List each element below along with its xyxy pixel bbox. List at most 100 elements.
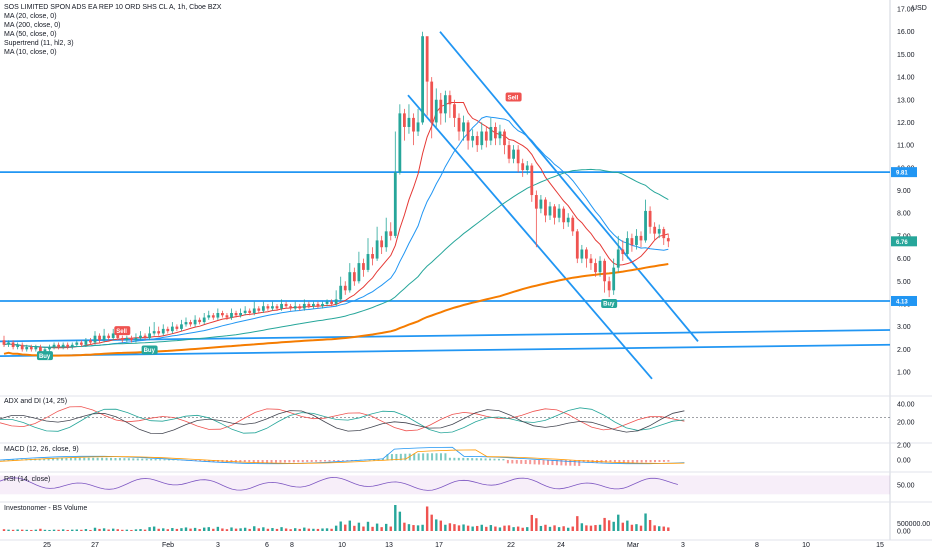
indicator-ma200[interactable]: MA (200, close, 0) — [4, 22, 61, 29]
candle-body — [534, 195, 538, 209]
time-tick-label: 17 — [435, 542, 443, 549]
candle-body — [625, 238, 629, 255]
indicator-ma10[interactable]: MA (10, close, 0) — [4, 49, 57, 56]
price-tick-label: 2.00 — [897, 347, 911, 354]
macd-bar — [292, 460, 295, 463]
macd-bar — [502, 458, 505, 461]
volume-bar — [162, 528, 165, 531]
candle-body — [93, 335, 97, 343]
macd-bar — [56, 458, 59, 461]
candle-body — [544, 199, 547, 216]
macd-bar — [515, 460, 518, 464]
macd-bar — [7, 459, 10, 461]
candle-body — [325, 301, 329, 304]
indicator-ma50[interactable]: MA (50, close, 0) — [4, 31, 57, 38]
candle-body — [666, 238, 670, 242]
price-tick-label: 14.00 — [897, 75, 915, 82]
candle-body — [421, 36, 424, 123]
macd-bar — [618, 460, 621, 463]
candle-body — [580, 249, 584, 259]
macd-bar — [38, 458, 41, 461]
price-tick-label: 11.00 — [897, 143, 914, 150]
volume-bar — [557, 527, 561, 531]
candle-body — [389, 231, 393, 236]
volume-bar — [498, 527, 502, 531]
trend-line — [407, 94, 653, 380]
time-tick-label: 6 — [265, 542, 269, 549]
time-tick-label: 8 — [290, 542, 294, 549]
volume-bar — [21, 529, 24, 531]
candle-body — [261, 306, 265, 311]
macd-bar — [444, 453, 447, 461]
candle-body — [393, 172, 397, 236]
candle-body — [480, 131, 484, 146]
candle-body — [25, 347, 29, 350]
volume-bar — [52, 529, 56, 531]
macd-bar — [248, 460, 251, 463]
ma20-line — [3, 115, 669, 348]
candle-body — [612, 267, 616, 291]
chart-legend: SOS LIMITED SPON ADS EA REP 10 ORD SHS C… — [4, 3, 221, 57]
candle-body — [403, 113, 406, 127]
volume-bar — [371, 526, 374, 531]
volume-bar — [403, 522, 406, 531]
candle-body — [607, 281, 611, 291]
candle-body — [443, 95, 447, 114]
time-tick-label: 24 — [557, 542, 565, 549]
macd-bar — [564, 460, 567, 466]
macd-bar — [167, 459, 170, 461]
candle-body — [425, 36, 429, 82]
volume-bar — [421, 524, 424, 531]
candle-body — [302, 303, 306, 309]
price-label-text: 4.13 — [896, 299, 908, 305]
volume-bar — [239, 528, 242, 531]
candle-body — [448, 95, 452, 105]
volume-bar — [548, 526, 552, 531]
volume-bar — [357, 522, 361, 531]
macd-bar — [431, 453, 434, 461]
macd-bar — [471, 458, 474, 461]
volume-bar — [216, 526, 220, 531]
macd-bar — [622, 460, 625, 463]
volume-bar — [503, 525, 506, 531]
volume-bar — [248, 528, 251, 531]
volume-bar — [589, 525, 593, 531]
volume-bar — [512, 527, 515, 531]
sell-signal-label: Sell — [116, 329, 127, 335]
rsi-tick-label: 50.00 — [897, 482, 915, 489]
candle-body — [298, 306, 302, 309]
volume-bar — [334, 525, 338, 531]
candle-body — [553, 206, 556, 218]
macd-bar — [288, 460, 291, 463]
candle-body — [539, 199, 543, 209]
candle-body — [343, 285, 347, 291]
macd-bar — [662, 460, 665, 462]
indicator-supertrend[interactable]: Supertrend (11, hl2, 3) — [4, 40, 74, 47]
macd-bar — [604, 460, 607, 463]
volume-bars — [2, 505, 670, 531]
candle-body — [66, 344, 70, 348]
candle-body — [657, 229, 661, 234]
price-tick-label: 13.00 — [897, 97, 915, 104]
macd-bar — [199, 460, 202, 462]
volume-bar — [621, 522, 624, 531]
adx-di-minus-line — [0, 406, 685, 432]
volume-bar — [394, 505, 397, 531]
indicator-ma20[interactable]: MA (20, close, 0) — [4, 13, 57, 20]
macd-bar — [399, 453, 402, 461]
volume-bar — [425, 506, 429, 531]
volume-bar — [184, 527, 188, 531]
time-tick-label: 13 — [385, 542, 393, 549]
candle-body — [312, 303, 315, 307]
price-label-text: 6.76 — [896, 240, 908, 246]
candle-body — [39, 347, 42, 352]
volume-bar — [539, 525, 543, 531]
candle-body — [339, 285, 343, 300]
volume-bar — [430, 514, 433, 531]
volume-bar — [398, 511, 402, 531]
macd-bar — [252, 460, 255, 463]
volume-bar — [353, 525, 356, 531]
macd-bar — [105, 457, 108, 461]
volume-bar — [485, 526, 488, 531]
